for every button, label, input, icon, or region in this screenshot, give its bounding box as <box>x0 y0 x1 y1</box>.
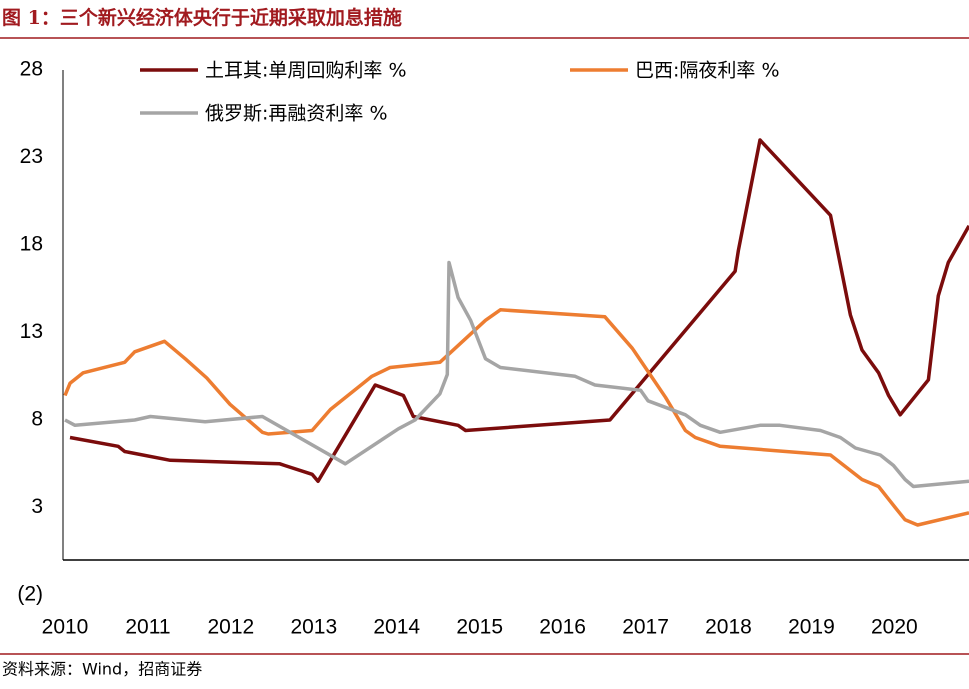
series-line <box>69 138 969 484</box>
chart-title: 图 1：三个新兴经济体央行于近期采取加息措施 <box>2 6 402 29</box>
y-tick-label: 23 <box>20 145 43 168</box>
y-tick-label: 18 <box>20 233 43 256</box>
x-tick-label: 2017 <box>622 616 669 639</box>
series-line <box>64 260 969 489</box>
x-tick-label: 2020 <box>871 616 918 639</box>
y-tick-label: 8 <box>31 408 43 431</box>
x-tick-label: 2013 <box>290 616 337 639</box>
legend-label: 土耳其:单周回购利率 % <box>205 60 407 82</box>
legend-label: 巴西:隔夜利率 % <box>635 60 780 82</box>
x-tick-label: 2016 <box>539 616 586 639</box>
x-tick-label: 2019 <box>788 616 835 639</box>
x-tick-label: 2012 <box>208 616 255 639</box>
y-tick-label: (2) <box>17 583 43 606</box>
x-tick-label: 2014 <box>373 616 420 639</box>
x-tick-label: 2010 <box>42 616 89 639</box>
source-note: 资料来源：Wind，招商证券 <box>2 660 202 679</box>
y-tick-label: 13 <box>20 320 43 343</box>
x-tick-label: 2015 <box>456 616 503 639</box>
series-line <box>63 308 969 527</box>
legend-label: 俄罗斯:再融资利率 % <box>205 103 388 125</box>
x-tick-label: 2011 <box>125 616 170 639</box>
y-tick-label: 28 <box>20 58 43 81</box>
x-tick-label: 2018 <box>705 616 752 639</box>
y-tick-label: 3 <box>31 495 43 518</box>
